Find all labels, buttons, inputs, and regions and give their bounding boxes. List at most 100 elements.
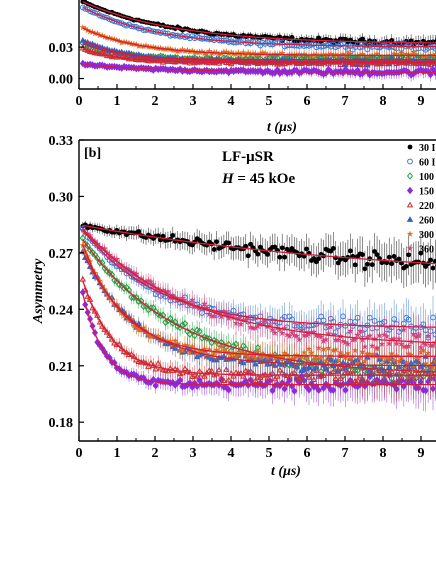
data-point [391,253,397,259]
data-point [369,262,375,268]
legend-label: 60 I [419,158,436,169]
legend-marker [406,244,414,252]
data-point [288,328,296,336]
data-point [422,340,430,348]
data-point [145,362,152,369]
fit-line [82,6,436,48]
data-point [384,260,390,266]
legend-label: 300 [419,230,434,241]
legend-label: 100 [419,172,434,183]
x-tick-label: 0 [76,446,83,461]
data-point [293,332,301,339]
data-point [378,340,386,348]
data-point [121,284,128,293]
panel-a-axes: 0 1 2 3 4 5 6 7 8 9 0.00 0.03 [49,0,436,109]
panel-b-y-axis-label: Asymmetry [31,258,46,324]
legend-item: 60 I [407,158,436,169]
data-point [373,60,381,67]
data-point [330,246,336,251]
data-point [304,246,309,252]
data-point [354,359,362,367]
x-tick-label: 2 [152,94,159,109]
data-point [101,326,108,332]
data-point [257,244,263,250]
data-point [395,335,403,342]
legend-marker [406,201,414,208]
x-tick-label: 1 [114,446,121,461]
data-point [410,48,418,55]
data-point [218,374,225,381]
data-point [171,337,179,344]
data-point [291,387,298,395]
data-point [96,258,103,267]
fit-line [82,224,436,265]
data-point [184,57,191,64]
data-point [125,286,133,294]
x-tick-label: 9 [418,94,425,109]
data-point [386,254,392,260]
data-point [311,256,317,261]
data-point [272,244,278,250]
x-tick-label: 6 [304,94,311,109]
data-point [368,342,376,349]
data-point [178,346,187,354]
data-point [188,296,196,304]
data-point [289,34,295,40]
data-point [397,340,405,347]
panel-b: 0 1 2 3 4 5 6 7 8 9 0.18 0.21 0.24 0.27 0.30 0.33 t (μs… [31,134,436,479]
data-point [352,262,358,268]
data-point [162,318,169,327]
data-point [354,331,362,338]
fit-line [82,1,436,44]
legend-marker [407,158,413,165]
data-point [290,354,298,362]
x-tick-label: 4 [228,446,235,461]
panel-b-legend: 30 I 60 I 100 150 220 260 300 360 [406,143,436,256]
data-point [364,377,371,384]
data-point [395,357,403,365]
data-point [281,67,288,75]
data-point [332,375,339,382]
data-point [211,247,217,252]
x-tick-label: 7 [342,94,349,109]
data-point [232,319,240,327]
data-point [286,332,294,340]
legend-marker [406,230,414,237]
panel-b-annotation-field: H = 45 kOe [221,171,295,187]
data-point [277,254,283,260]
data-point [255,251,261,257]
data-point [188,58,196,64]
data-point [396,256,402,262]
data-point [189,327,196,336]
y-tick-label: 0.24 [49,303,74,318]
x-tick-label: 0 [76,94,83,109]
legend-marker [406,172,414,180]
data-point [428,257,433,263]
data-point [300,348,308,356]
data-point [274,372,281,379]
data-point [305,364,313,370]
data-point [240,372,247,379]
data-point [79,234,86,242]
legend-label: 360 [419,245,434,256]
data-point [414,331,422,339]
data-point [247,367,254,374]
data-point [268,325,277,333]
data-point [334,356,342,364]
data-point [375,331,384,339]
x-tick-label: 1 [114,94,121,109]
data-point [167,56,174,63]
data-point [429,363,436,371]
data-point [136,229,142,234]
data-point [256,353,264,361]
panel-a: 0 1 2 3 4 5 6 7 8 9 0.00 0.03 t (μs) [49,0,436,135]
data-point [410,330,418,338]
legend-marker [407,144,413,150]
data-point [264,374,271,381]
data-point [178,294,187,302]
fit-line [82,251,436,367]
legend-label: 150 [419,187,434,198]
x-tick-label: 4 [228,94,235,109]
data-point [344,340,352,347]
